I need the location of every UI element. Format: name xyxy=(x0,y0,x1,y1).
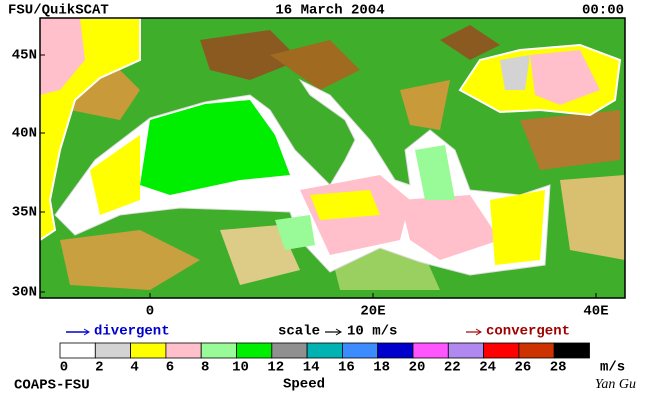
color-swatch xyxy=(306,342,343,359)
colorbar-tick-label: 18 xyxy=(373,360,390,376)
divergent-label: divergent xyxy=(94,324,170,340)
scale-label: scale xyxy=(278,324,320,340)
lat-label: 45N xyxy=(12,48,37,64)
colorbar-tick-label: 8 xyxy=(201,360,209,376)
colorbar-tick-label: 12 xyxy=(267,360,284,376)
sea-patch xyxy=(415,145,455,200)
colorbar-unit: m/s xyxy=(600,360,625,376)
colorbar: 0 2 4 6 8 10 12 14 16 18 20 22 24 26 28 m/s xyxy=(59,342,625,376)
lat-label: 30N xyxy=(12,285,37,301)
convergent-arrow-head xyxy=(475,328,482,336)
colorbar-tick-label: 6 xyxy=(166,360,174,376)
color-swatch xyxy=(130,342,167,359)
colorbar-tick-label: 10 xyxy=(232,360,249,376)
color-swatch xyxy=(447,342,484,359)
color-swatch xyxy=(200,342,237,359)
colorbar-tick-label: 24 xyxy=(479,360,496,376)
lon-label: 20E xyxy=(360,304,385,320)
lon-label: 40E xyxy=(583,304,608,320)
colorbar-tick-label: 20 xyxy=(409,360,426,376)
sea-patch xyxy=(530,50,600,105)
time-label: 00:00 xyxy=(582,3,624,19)
color-swatch xyxy=(518,342,555,359)
lat-label: 35N xyxy=(12,205,37,221)
color-swatch xyxy=(341,342,379,359)
color-swatch xyxy=(236,342,273,359)
colorbar-tick-label: 28 xyxy=(550,360,567,376)
convergent-label: convergent xyxy=(486,324,570,340)
colorbar-tick-label: 4 xyxy=(130,360,138,376)
sea-patch xyxy=(275,215,315,250)
colorbar-tick-label: 14 xyxy=(303,360,320,376)
color-swatch xyxy=(165,342,202,359)
color-swatch xyxy=(59,342,96,359)
sea-patch xyxy=(40,18,85,95)
color-swatch xyxy=(377,342,414,359)
colorbar-tick-label: 26 xyxy=(514,360,531,376)
sea-patch xyxy=(90,135,140,215)
product-label: FSU/QuikSCAT xyxy=(8,3,109,19)
colorbar-tick-label: 0 xyxy=(60,360,68,376)
divergent-arrow-head xyxy=(83,328,90,336)
colorbar-tick-label: 22 xyxy=(444,360,461,376)
sea-patch xyxy=(490,190,545,265)
lat-label: 40N xyxy=(12,126,37,142)
color-swatch xyxy=(483,342,520,359)
color-swatch xyxy=(94,342,132,359)
scale-value: 10 m/s xyxy=(347,324,397,340)
map-frame xyxy=(39,17,626,299)
sea-patch xyxy=(140,100,290,195)
credit-right: Yan Gu xyxy=(595,377,636,392)
color-swatch xyxy=(271,342,308,359)
lon-label: 0 xyxy=(146,304,154,320)
date-label: 16 March 2004 xyxy=(275,3,384,19)
colorbar-tick-label: 2 xyxy=(95,360,103,376)
map xyxy=(39,17,626,299)
color-swatch xyxy=(553,342,590,359)
sea-patch xyxy=(310,190,380,220)
scale-arrow-head xyxy=(335,328,342,336)
color-swatch xyxy=(412,342,449,359)
sea-patch xyxy=(400,195,500,260)
colorbar-title: Speed xyxy=(283,377,325,393)
axes: 45N 40N 35N 30N 0 20E 40E xyxy=(12,48,609,320)
credit-left: COAPS-FSU xyxy=(14,378,90,394)
colorbar-tick-label: 16 xyxy=(338,360,355,376)
sea-patch xyxy=(500,55,530,90)
